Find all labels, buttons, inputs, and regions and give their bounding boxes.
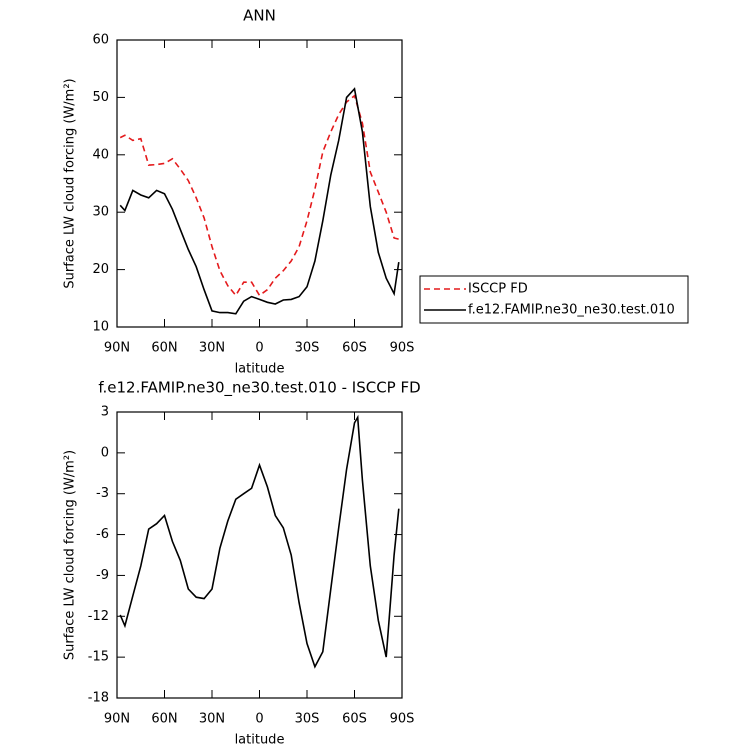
x-axis-label: latitude — [235, 362, 285, 377]
x-tick-label: 30N — [199, 712, 225, 727]
y-tick-label: -9 — [96, 568, 109, 583]
x-tick-label: 30N — [199, 341, 225, 356]
x-tick-label: 60N — [151, 712, 177, 727]
x-tick-label: 90N — [104, 712, 130, 727]
x-tick-label: 30S — [295, 712, 320, 727]
x-tick-label: 60N — [151, 341, 177, 356]
y-tick-label: -18 — [88, 691, 109, 706]
legend-label: ISCCP FD — [468, 282, 528, 297]
y-tick-label: 20 — [92, 262, 109, 277]
data-line — [119, 94, 399, 297]
chart-title: ANN — [243, 7, 276, 25]
y-tick-label: -3 — [96, 486, 109, 501]
x-tick-label: 30S — [295, 341, 320, 356]
y-tick-label: 60 — [92, 33, 109, 48]
y-tick-label: -15 — [88, 650, 109, 665]
y-axis-label: Surface LW cloud forcing (W/m²) — [63, 450, 78, 660]
x-tick-label: 60S — [342, 712, 367, 727]
y-axis-label: Surface LW cloud forcing (W/m²) — [63, 78, 78, 288]
y-tick-label: 3 — [101, 405, 109, 420]
data-line — [119, 414, 400, 669]
y-tick-label: 30 — [92, 205, 109, 220]
x-axis-label: latitude — [235, 733, 285, 748]
chart-title: f.e12.FAMIP.ne30_ne30.test.010 - ISCCP F… — [98, 379, 420, 398]
x-tick-label: 90S — [390, 341, 415, 356]
x-tick-label: 90N — [104, 341, 130, 356]
x-tick-label: 60S — [342, 341, 367, 356]
y-tick-label: 10 — [92, 320, 109, 335]
legend-box — [419, 275, 689, 324]
x-tick-label: 90S — [390, 712, 415, 727]
plot-frame — [116, 411, 403, 699]
x-tick-label: 0 — [255, 341, 263, 356]
plot-frame — [116, 39, 403, 328]
y-tick-label: -12 — [88, 609, 109, 624]
data-line — [119, 87, 400, 315]
y-tick-label: 50 — [92, 90, 109, 105]
x-tick-label: 0 — [255, 712, 263, 727]
y-tick-label: -6 — [96, 527, 109, 542]
y-tick-label: 40 — [92, 147, 109, 162]
legend-label: f.e12.FAMIP.ne30_ne30.test.010 — [468, 303, 675, 318]
y-tick-label: 0 — [101, 445, 109, 460]
